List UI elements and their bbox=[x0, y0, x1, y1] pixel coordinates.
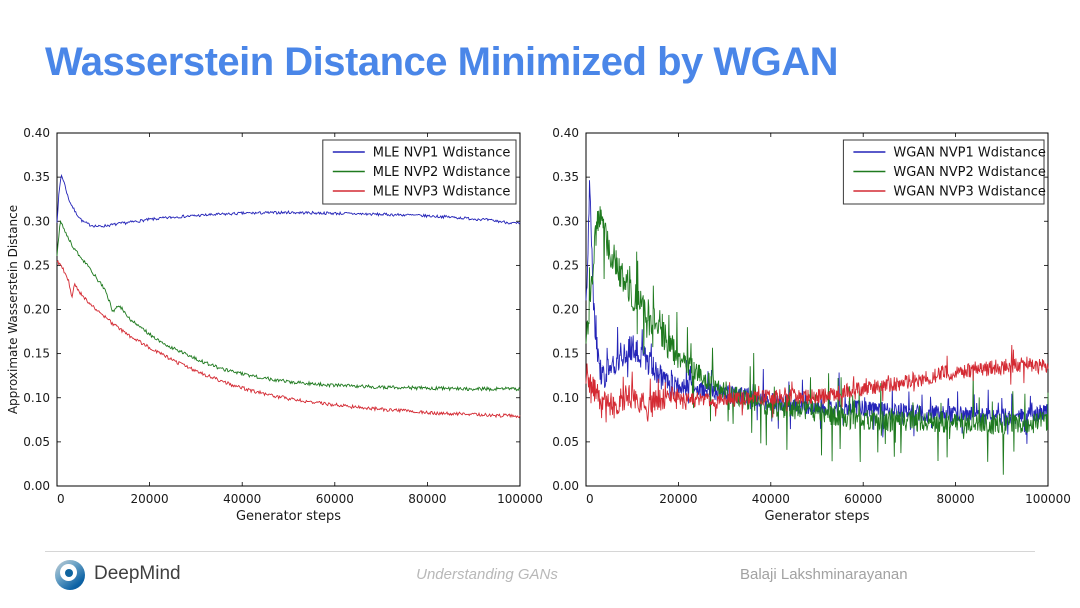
series-line-3 bbox=[585, 344, 1049, 423]
legend-label: WGAN NVP3 Wdistance bbox=[893, 185, 1045, 200]
x-tick-label: 60000 bbox=[844, 492, 882, 506]
y-tick-label: 0.25 bbox=[23, 258, 50, 272]
y-tick-label: 0.35 bbox=[552, 170, 579, 184]
legend-label: MLE NVP1 Wdistance bbox=[373, 146, 511, 161]
y-tick-label: 0.10 bbox=[23, 391, 50, 405]
y-tick-label: 0.40 bbox=[552, 126, 579, 140]
y-tick-label: 0.25 bbox=[552, 258, 579, 272]
series-line-2 bbox=[585, 206, 1049, 475]
y-tick-label: 0.10 bbox=[552, 391, 579, 405]
x-tick-label: 100000 bbox=[1025, 492, 1071, 506]
y-tick-label: 0.00 bbox=[23, 479, 50, 493]
mle-wdistance-chart: 0 20000 40000 60000 80000 100000 0.00 0.05 0.10 0… bbox=[0, 118, 552, 530]
author-name: Balaji Lakshminarayanan bbox=[740, 566, 908, 583]
x-tick-label: 20000 bbox=[131, 492, 169, 506]
presentation-title: Understanding GANs bbox=[416, 566, 558, 583]
y-tick-label: 0.00 bbox=[552, 479, 579, 493]
chart-canvas: 0 20000 40000 60000 80000 100000 0.00 0.05 0.10 0… bbox=[6, 126, 543, 524]
y-tick-label: 0.15 bbox=[23, 347, 50, 361]
legend-label: MLE NVP2 Wdistance bbox=[373, 165, 511, 180]
legend-label: MLE NVP3 Wdistance bbox=[373, 185, 511, 200]
legend-label: WGAN NVP1 Wdistance bbox=[893, 146, 1045, 161]
y-tick-label: 0.20 bbox=[552, 303, 579, 317]
x-tick-label: 40000 bbox=[752, 492, 790, 506]
footer-divider bbox=[45, 551, 1035, 552]
wgan-wdistance-chart: 0 20000 40000 60000 80000 100000 0.00 0.05 0.10 0… bbox=[545, 118, 1080, 530]
series-line-2 bbox=[56, 220, 521, 392]
y-tick-label: 0.20 bbox=[23, 303, 50, 317]
y-tick-label: 0.40 bbox=[23, 126, 50, 140]
x-tick-label: 0 bbox=[586, 492, 594, 506]
deepmind-swirl-icon bbox=[55, 560, 85, 590]
y-tick-label: 0.15 bbox=[552, 347, 579, 361]
x-tick-label: 80000 bbox=[937, 492, 975, 506]
x-axis-label: Generator steps bbox=[764, 509, 869, 524]
x-tick-label: 0 bbox=[57, 492, 65, 506]
legend-label: WGAN NVP2 Wdistance bbox=[893, 165, 1045, 180]
x-tick-label: 80000 bbox=[408, 492, 446, 506]
y-tick-label: 0.30 bbox=[23, 214, 50, 228]
slide-title: Wasserstein Distance Minimized by WGAN bbox=[45, 40, 839, 84]
y-tick-label: 0.35 bbox=[23, 170, 50, 184]
x-tick-label: 40000 bbox=[223, 492, 261, 506]
x-tick-label: 20000 bbox=[659, 492, 697, 506]
series-line-1 bbox=[56, 173, 521, 228]
x-tick-label: 100000 bbox=[497, 492, 543, 506]
chart-canvas: 0 20000 40000 60000 80000 100000 0.00 0.05 0.10 0… bbox=[552, 126, 1071, 524]
y-tick-label: 0.30 bbox=[552, 214, 579, 228]
x-tick-label: 60000 bbox=[316, 492, 354, 506]
y-axis-label: Approximate Wasserstein Distance bbox=[6, 205, 20, 414]
y-tick-label: 0.05 bbox=[23, 435, 50, 449]
brand-name: DeepMind bbox=[94, 563, 181, 584]
series-line-3 bbox=[56, 259, 521, 419]
y-tick-label: 0.05 bbox=[552, 435, 579, 449]
series-line-1 bbox=[585, 180, 1049, 444]
x-axis-label: Generator steps bbox=[236, 509, 341, 524]
